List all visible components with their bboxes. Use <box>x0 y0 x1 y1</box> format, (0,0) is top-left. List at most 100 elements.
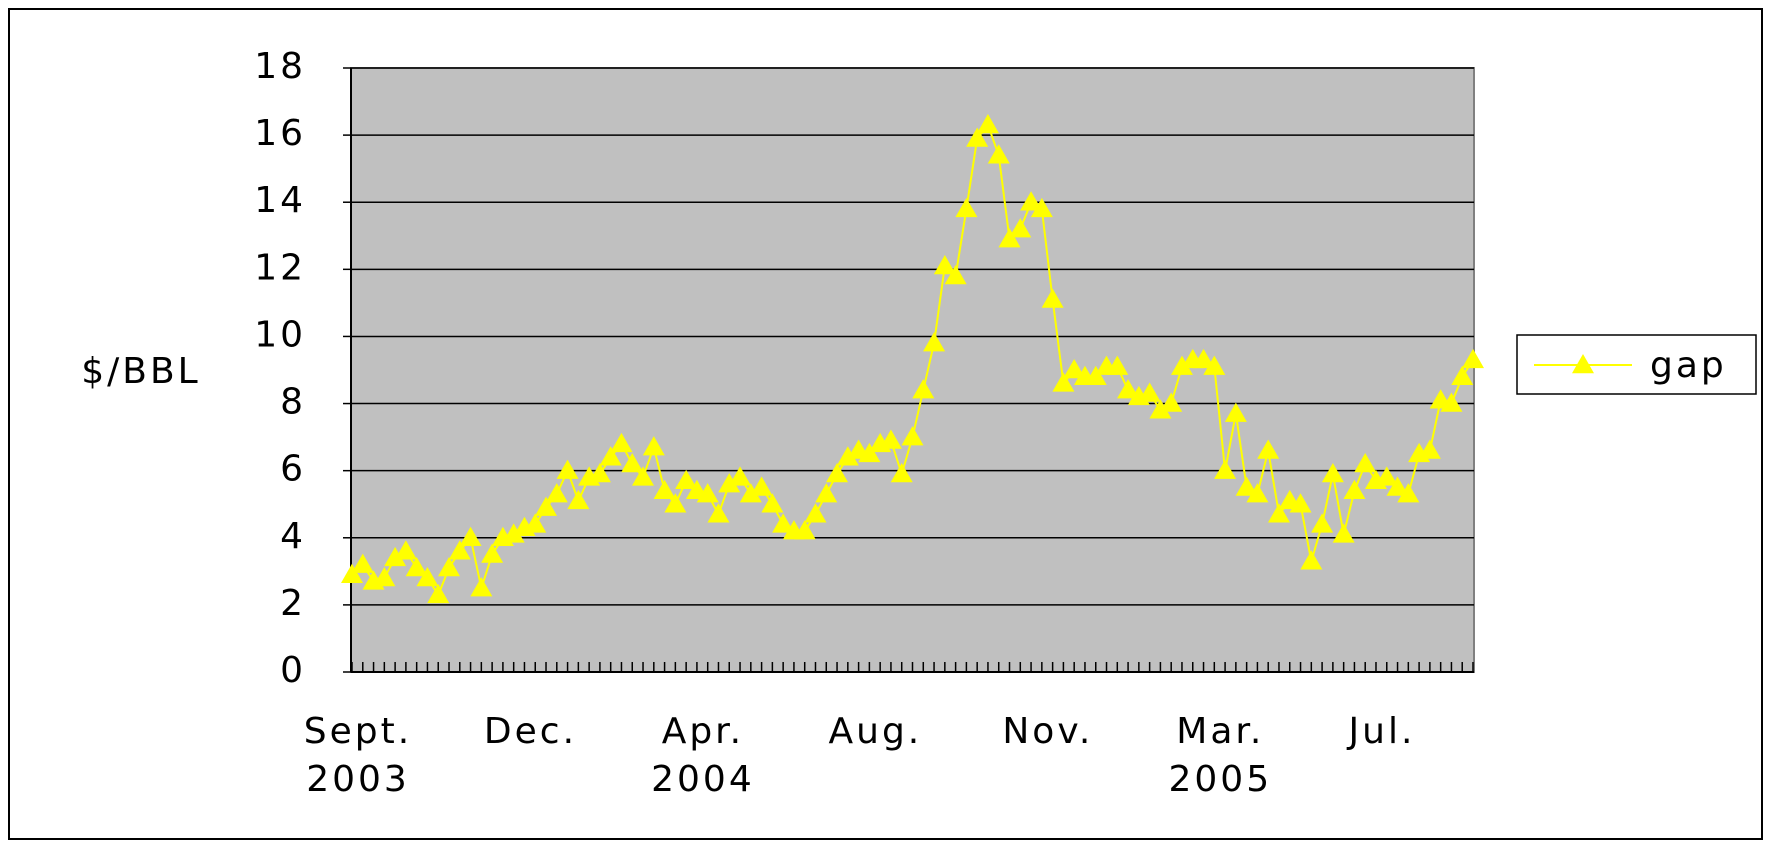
marker <box>944 265 967 285</box>
marker <box>1300 550 1323 570</box>
marker <box>1214 459 1237 479</box>
y-axis-label: $/BBL <box>81 351 200 392</box>
marker <box>718 473 741 493</box>
marker <box>1084 365 1107 385</box>
marker <box>739 483 762 503</box>
marker <box>729 466 752 486</box>
x-tick-label: Nov. <box>1002 711 1093 752</box>
marker <box>1063 359 1086 379</box>
marker <box>1267 503 1290 523</box>
x-group-label: 2005 <box>1168 759 1272 800</box>
marker <box>955 197 978 218</box>
marker <box>772 513 795 533</box>
marker <box>664 493 687 513</box>
marker <box>793 520 816 540</box>
marker <box>481 543 504 563</box>
marker <box>567 489 590 510</box>
x-tick-label: Jul. <box>1347 711 1416 752</box>
y-tick-label: 10 <box>254 314 306 355</box>
marker <box>556 459 579 479</box>
marker <box>1451 365 1474 385</box>
marker <box>1138 382 1161 402</box>
marker <box>1332 523 1355 543</box>
marker <box>1009 218 1032 238</box>
marker <box>923 332 946 352</box>
marker <box>933 254 956 275</box>
marker <box>599 446 622 466</box>
marker <box>815 483 838 503</box>
marker <box>1289 493 1312 513</box>
marker <box>1321 463 1344 483</box>
y-tick-label: 4 <box>280 516 306 557</box>
marker <box>1192 348 1215 369</box>
marker <box>1117 379 1140 399</box>
y-tick-label: 14 <box>254 180 306 221</box>
x-tick-label: Apr. <box>662 711 744 752</box>
marker <box>1224 402 1247 422</box>
marker <box>1462 348 1484 369</box>
marker <box>341 563 363 583</box>
marker <box>826 463 849 483</box>
marker <box>351 553 374 573</box>
marker <box>405 556 428 577</box>
x-tick-label: Aug. <box>829 711 923 752</box>
y-tick-label: 16 <box>254 113 306 154</box>
marker <box>1397 483 1420 503</box>
marker <box>653 479 676 500</box>
marker <box>966 127 989 147</box>
marker <box>1160 392 1183 412</box>
marker <box>696 483 719 503</box>
x-tick-label: Mar. <box>1176 711 1264 752</box>
y-tick-label: 18 <box>254 46 306 87</box>
marker <box>642 436 665 456</box>
marker <box>1311 513 1334 533</box>
marker <box>1257 439 1280 459</box>
marker <box>1052 372 1075 392</box>
marker <box>459 526 482 547</box>
marker <box>470 577 493 597</box>
marker <box>621 452 644 473</box>
marker <box>1375 466 1398 486</box>
marker <box>1106 355 1129 375</box>
marker <box>707 503 730 523</box>
marker <box>1235 476 1258 496</box>
marker <box>1440 392 1463 412</box>
marker <box>675 469 698 489</box>
marker <box>632 466 655 486</box>
marker <box>438 556 461 577</box>
y-tick-label: 0 <box>280 650 306 691</box>
marker <box>535 496 558 516</box>
marker <box>1170 355 1193 375</box>
marker <box>879 429 902 449</box>
legend-marker <box>1572 354 1594 374</box>
x-tick-label: Dec. <box>484 711 577 752</box>
y-tick-label: 8 <box>280 382 306 423</box>
marker <box>502 523 525 543</box>
plot-area <box>350 67 1475 673</box>
marker <box>987 144 1010 164</box>
marker <box>1386 476 1409 496</box>
marker <box>524 513 547 533</box>
marker <box>545 483 568 503</box>
y-tick-label: 2 <box>280 583 306 624</box>
marker <box>1343 479 1366 500</box>
marker <box>1246 483 1269 503</box>
marker <box>1020 191 1043 211</box>
marker <box>890 463 913 483</box>
marker <box>912 379 935 399</box>
marker <box>1030 197 1053 218</box>
marker <box>976 114 999 134</box>
x-group-label: 2004 <box>651 759 755 800</box>
marker <box>448 540 471 560</box>
marker <box>373 567 396 587</box>
marker <box>394 540 417 560</box>
marker <box>416 567 439 587</box>
marker <box>1041 288 1064 308</box>
marker <box>588 463 611 483</box>
marker <box>1354 452 1377 473</box>
marker <box>804 503 827 523</box>
marker <box>858 442 881 463</box>
x-tick-label: Sept. <box>304 711 412 752</box>
marker <box>1149 399 1172 419</box>
